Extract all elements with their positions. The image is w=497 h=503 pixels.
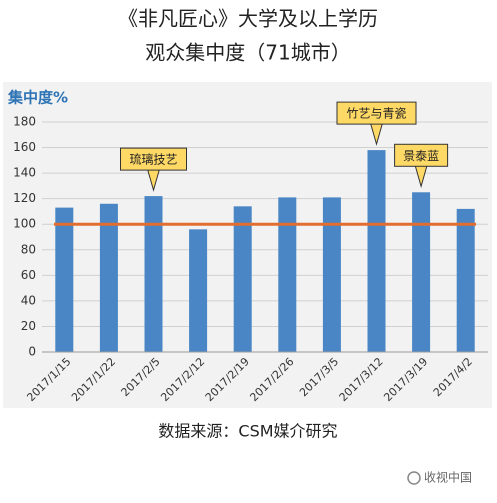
source: 数据来源：CSM媒介研究: [158, 422, 337, 441]
bar: [412, 192, 431, 352]
chart-subtitle: 观众集中度（71城市）: [145, 41, 350, 65]
y-tick-label: 140: [13, 166, 36, 180]
bar: [233, 206, 252, 352]
y-tick-label: 100: [13, 217, 36, 231]
bar: [189, 229, 208, 352]
y-tick-label: 80: [21, 242, 36, 256]
y-tick-label: 40: [21, 293, 36, 307]
callout-pointer: [414, 165, 428, 189]
annotation: 景泰蓝: [403, 149, 439, 163]
callout-box: [120, 147, 187, 171]
y-tick-label: 20: [21, 319, 36, 333]
watermark: 收视中国: [424, 470, 472, 485]
callout-box: [336, 101, 417, 125]
y-tick-label: 60: [21, 268, 36, 282]
y-tick-label: 180: [13, 115, 36, 129]
callout-pointer: [147, 168, 160, 192]
y-tick-label: 120: [13, 191, 36, 205]
annotation: 琉璃技艺: [129, 153, 177, 167]
bar: [55, 207, 74, 352]
bar: [144, 196, 163, 352]
callout-pointer: [370, 122, 383, 146]
y-tick-label: 160: [13, 140, 36, 154]
bar: [278, 197, 297, 352]
annotation: 竹艺与青瓷: [346, 107, 406, 121]
callout-box: [394, 143, 449, 167]
bar: [456, 208, 475, 352]
watermark-icon: [407, 471, 421, 485]
bar: [322, 197, 341, 352]
y-tick-label: 0: [28, 345, 36, 359]
bar: [367, 150, 386, 352]
y-axis-label: 集中度%: [7, 89, 68, 107]
bar: [99, 203, 118, 352]
chart-title: 《非凡匠心》大学及以上学历: [118, 7, 378, 31]
